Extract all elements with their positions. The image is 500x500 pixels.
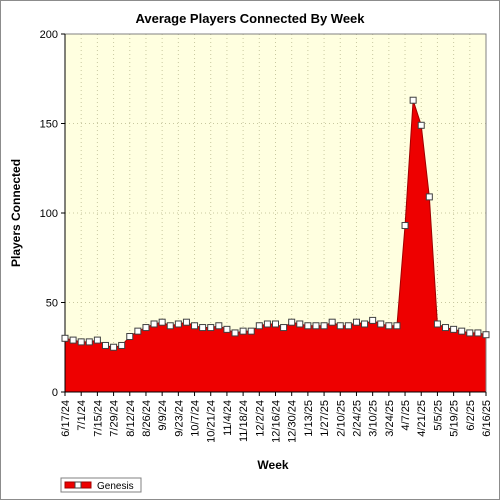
data-point — [134, 327, 142, 335]
data-point — [417, 121, 425, 129]
x-tick-label: 1/27/25 — [319, 400, 331, 437]
x-tick-label: 6/17/24 — [60, 400, 72, 437]
data-point — [304, 322, 312, 330]
x-tick-label: 6/16/25 — [481, 400, 493, 437]
x-tick-label: 10/7/24 — [190, 400, 202, 437]
data-point — [158, 318, 166, 326]
x-tick-label: 12/16/24 — [271, 400, 283, 443]
x-tick-label: 2/24/25 — [351, 400, 363, 437]
legend-marker — [74, 481, 82, 489]
y-tick-label: 200 — [40, 29, 58, 41]
x-axis-title: Week — [257, 458, 288, 472]
data-point — [126, 333, 134, 341]
data-point — [425, 193, 433, 201]
data-point — [296, 320, 304, 328]
data-point — [93, 336, 101, 344]
x-tick-label: 1/13/25 — [303, 400, 315, 437]
x-tick-label: 5/5/25 — [432, 400, 444, 431]
y-tick-label: 50 — [46, 298, 58, 310]
data-point — [393, 322, 401, 330]
data-point — [312, 322, 320, 330]
data-point — [101, 341, 109, 349]
data-point — [77, 338, 85, 346]
data-point — [328, 318, 336, 326]
x-tick-label: 11/4/24 — [222, 400, 234, 436]
data-point — [182, 318, 190, 326]
data-point — [215, 322, 223, 330]
data-point — [288, 318, 296, 326]
data-point — [352, 318, 360, 326]
data-point — [482, 331, 490, 339]
x-tick-label: 7/15/24 — [92, 400, 104, 437]
data-point — [336, 322, 344, 330]
x-tick-label: 12/2/24 — [254, 400, 266, 437]
data-point — [150, 320, 158, 328]
data-point — [474, 329, 482, 337]
data-point — [118, 341, 126, 349]
data-point — [231, 329, 239, 337]
x-tick-label: 7/29/24 — [109, 400, 121, 437]
data-point — [377, 320, 385, 328]
y-axis-title: Players Connected — [9, 159, 23, 267]
data-point — [369, 316, 377, 324]
data-point — [409, 96, 417, 104]
data-points — [61, 96, 490, 351]
data-point — [191, 322, 199, 330]
chart-title: Average Players Connected By Week — [135, 11, 365, 26]
data-point — [466, 329, 474, 337]
x-tick-label: 12/30/24 — [287, 400, 299, 443]
data-point — [385, 322, 393, 330]
data-point — [239, 327, 247, 335]
data-point — [207, 324, 215, 332]
data-point — [69, 336, 77, 344]
x-tick-label: 10/21/24 — [206, 400, 218, 443]
x-tick-labels: 6/17/24 7/1/24 7/15/24 7/29/24 8/12/24 8/26/2… — [60, 392, 493, 443]
x-tick-label: 2/10/25 — [335, 400, 347, 437]
data-point — [255, 322, 263, 330]
data-point — [458, 327, 466, 335]
legend-label: Genesis — [97, 481, 134, 492]
x-tick-label: 9/23/24 — [173, 400, 185, 437]
data-point — [85, 338, 93, 346]
data-point — [61, 334, 69, 342]
data-point — [401, 222, 409, 230]
x-tick-label: 8/26/24 — [141, 400, 153, 437]
x-tick-label: 9/9/24 — [157, 400, 169, 431]
data-point — [280, 324, 288, 332]
data-point — [450, 325, 458, 333]
data-point — [247, 327, 255, 335]
series-area-genesis — [65, 100, 486, 392]
data-point — [263, 320, 271, 328]
x-tick-label: 4/7/25 — [400, 400, 412, 431]
data-point — [223, 325, 231, 333]
data-point — [442, 324, 450, 332]
data-point — [320, 322, 328, 330]
x-tick-label: 8/12/24 — [125, 400, 137, 437]
x-tick-label: 3/10/25 — [368, 400, 380, 437]
x-tick-label: 4/21/25 — [416, 400, 428, 437]
data-point — [166, 322, 174, 330]
x-tick-label: 6/2/25 — [465, 400, 477, 431]
y-tick-label: 0 — [52, 387, 58, 399]
data-point — [142, 324, 150, 332]
data-point — [174, 320, 182, 328]
x-tick-label: 11/18/24 — [238, 400, 250, 442]
data-point — [272, 320, 279, 328]
y-tick-labels: 0 50 100 150 200 — [40, 29, 65, 399]
y-tick-label: 100 — [40, 208, 58, 220]
data-point — [199, 324, 207, 332]
x-tick-label: 7/1/24 — [76, 400, 88, 431]
data-point — [433, 320, 441, 328]
data-point — [361, 320, 369, 328]
data-point — [110, 343, 118, 351]
y-tick-label: 150 — [40, 119, 58, 131]
legend: Genesis — [60, 477, 142, 493]
x-tick-label: 3/24/25 — [384, 400, 396, 437]
data-point — [344, 322, 352, 330]
x-tick-label: 5/19/25 — [449, 400, 461, 437]
